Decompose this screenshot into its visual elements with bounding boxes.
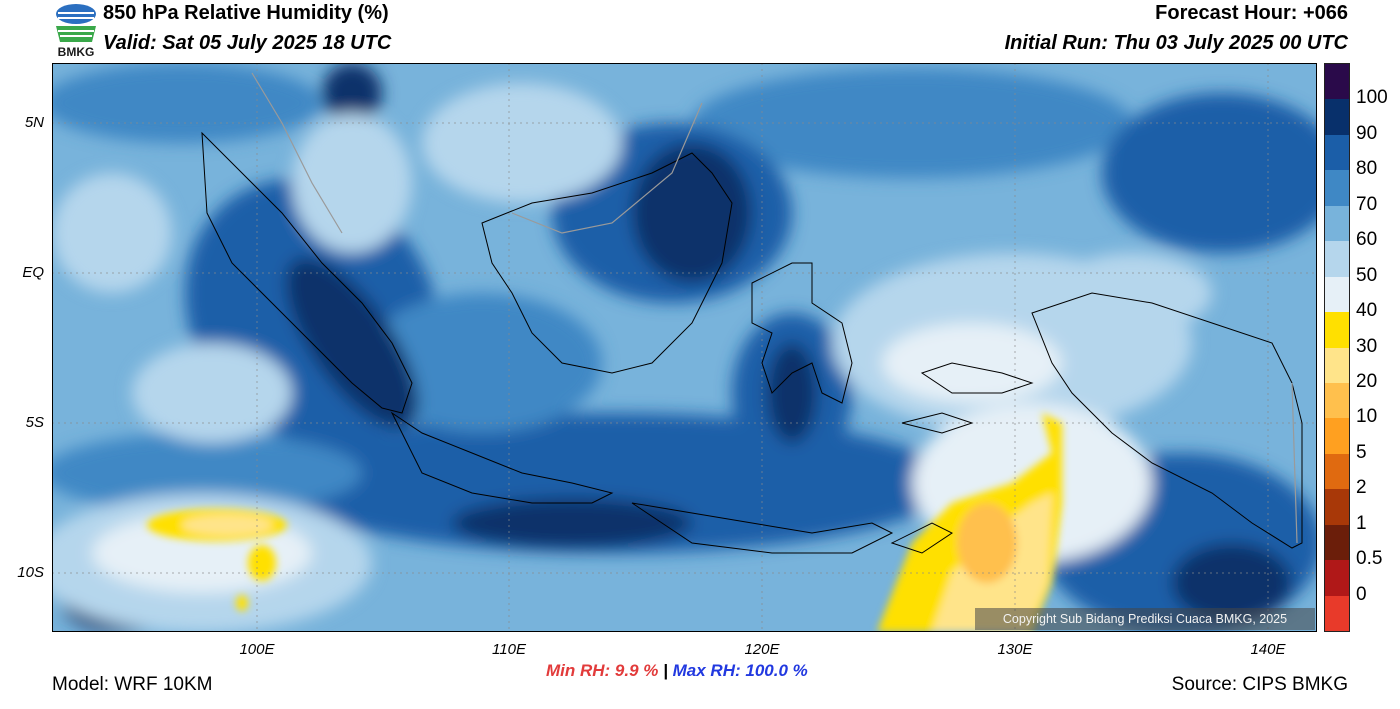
colorbar-label: 30 [1356,335,1378,357]
colorbar-label: 1 [1356,512,1367,534]
source-label: Source: CIPS BMKG [1171,674,1348,695]
initial-run: Initial Run: Thu 03 July 2025 00 UTC [1004,32,1348,54]
colorbar-segment [1325,241,1349,277]
colorbar-segment [1325,418,1349,454]
lat-label-eq: EQ [22,264,44,281]
lon-label-130e: 130E [997,641,1033,658]
stats-separator: | [663,661,668,680]
colorbar-segment [1325,205,1349,242]
colorbar-label: 20 [1356,370,1378,392]
chart-title: 850 hPa Relative Humidity (%) [103,2,389,24]
bmkg-logo [52,2,100,60]
min-rh: Min RH: 9.9 % [546,661,659,680]
humidity-map [52,63,1317,632]
lon-label-110e: 110E [492,641,526,658]
colorbar-segment [1325,453,1349,490]
colorbar-label: 2 [1356,477,1367,499]
colorbar-label: 5 [1356,441,1367,463]
colorbar-segment [1325,347,1349,383]
colorbar-label: 10 [1356,406,1378,428]
colorbar-segment [1325,489,1349,525]
lat-label-5s: 5S [25,414,44,431]
colorbar-segment [1325,99,1349,135]
colorbar-segment [1325,170,1349,206]
logo-text: BMKG [57,45,95,59]
colorbar-segment [1325,382,1349,419]
colorbar-label: 80 [1356,158,1378,180]
colorbar-label: 40 [1356,300,1378,322]
colorbar-label: 100 [1356,87,1388,109]
forecast-hour: Forecast Hour: +066 [1155,2,1348,24]
rh-stats: Min RH: 9.9 % | Max RH: 100.0 % [546,661,808,681]
colorbar-segment [1325,134,1349,171]
colorbar-segment [1325,64,1349,100]
colorbar-segment [1325,560,1349,596]
colorbar-segment [1325,312,1349,348]
colorbar-label: 90 [1356,122,1378,144]
model-label: Model: WRF 10KM [52,674,213,695]
lon-label-120e: 120E [744,641,780,658]
max-rh: Max RH: 100.0 % [672,661,808,680]
colorbar-label: 60 [1356,229,1378,251]
colorbar-label: 70 [1356,193,1378,215]
lon-label-140e: 140E [1250,641,1286,658]
colorbar-segment [1325,276,1349,313]
colorbar-segment [1325,524,1349,561]
colorbar [1324,63,1350,632]
colorbar-label: 0.5 [1356,548,1383,570]
colorbar-segment [1325,595,1349,631]
colorbar-label: 0 [1356,583,1367,605]
colorbar-label: 50 [1356,264,1378,286]
lat-label-5n: 5N [24,114,44,131]
lat-label-10s: 10S [17,564,44,581]
lon-label-100e: 100E [239,641,275,658]
valid-time: Valid: Sat 05 July 2025 18 UTC [103,32,392,54]
copyright-notice: Copyright Sub Bidang Prediksi Cuaca BMKG… [975,608,1315,630]
